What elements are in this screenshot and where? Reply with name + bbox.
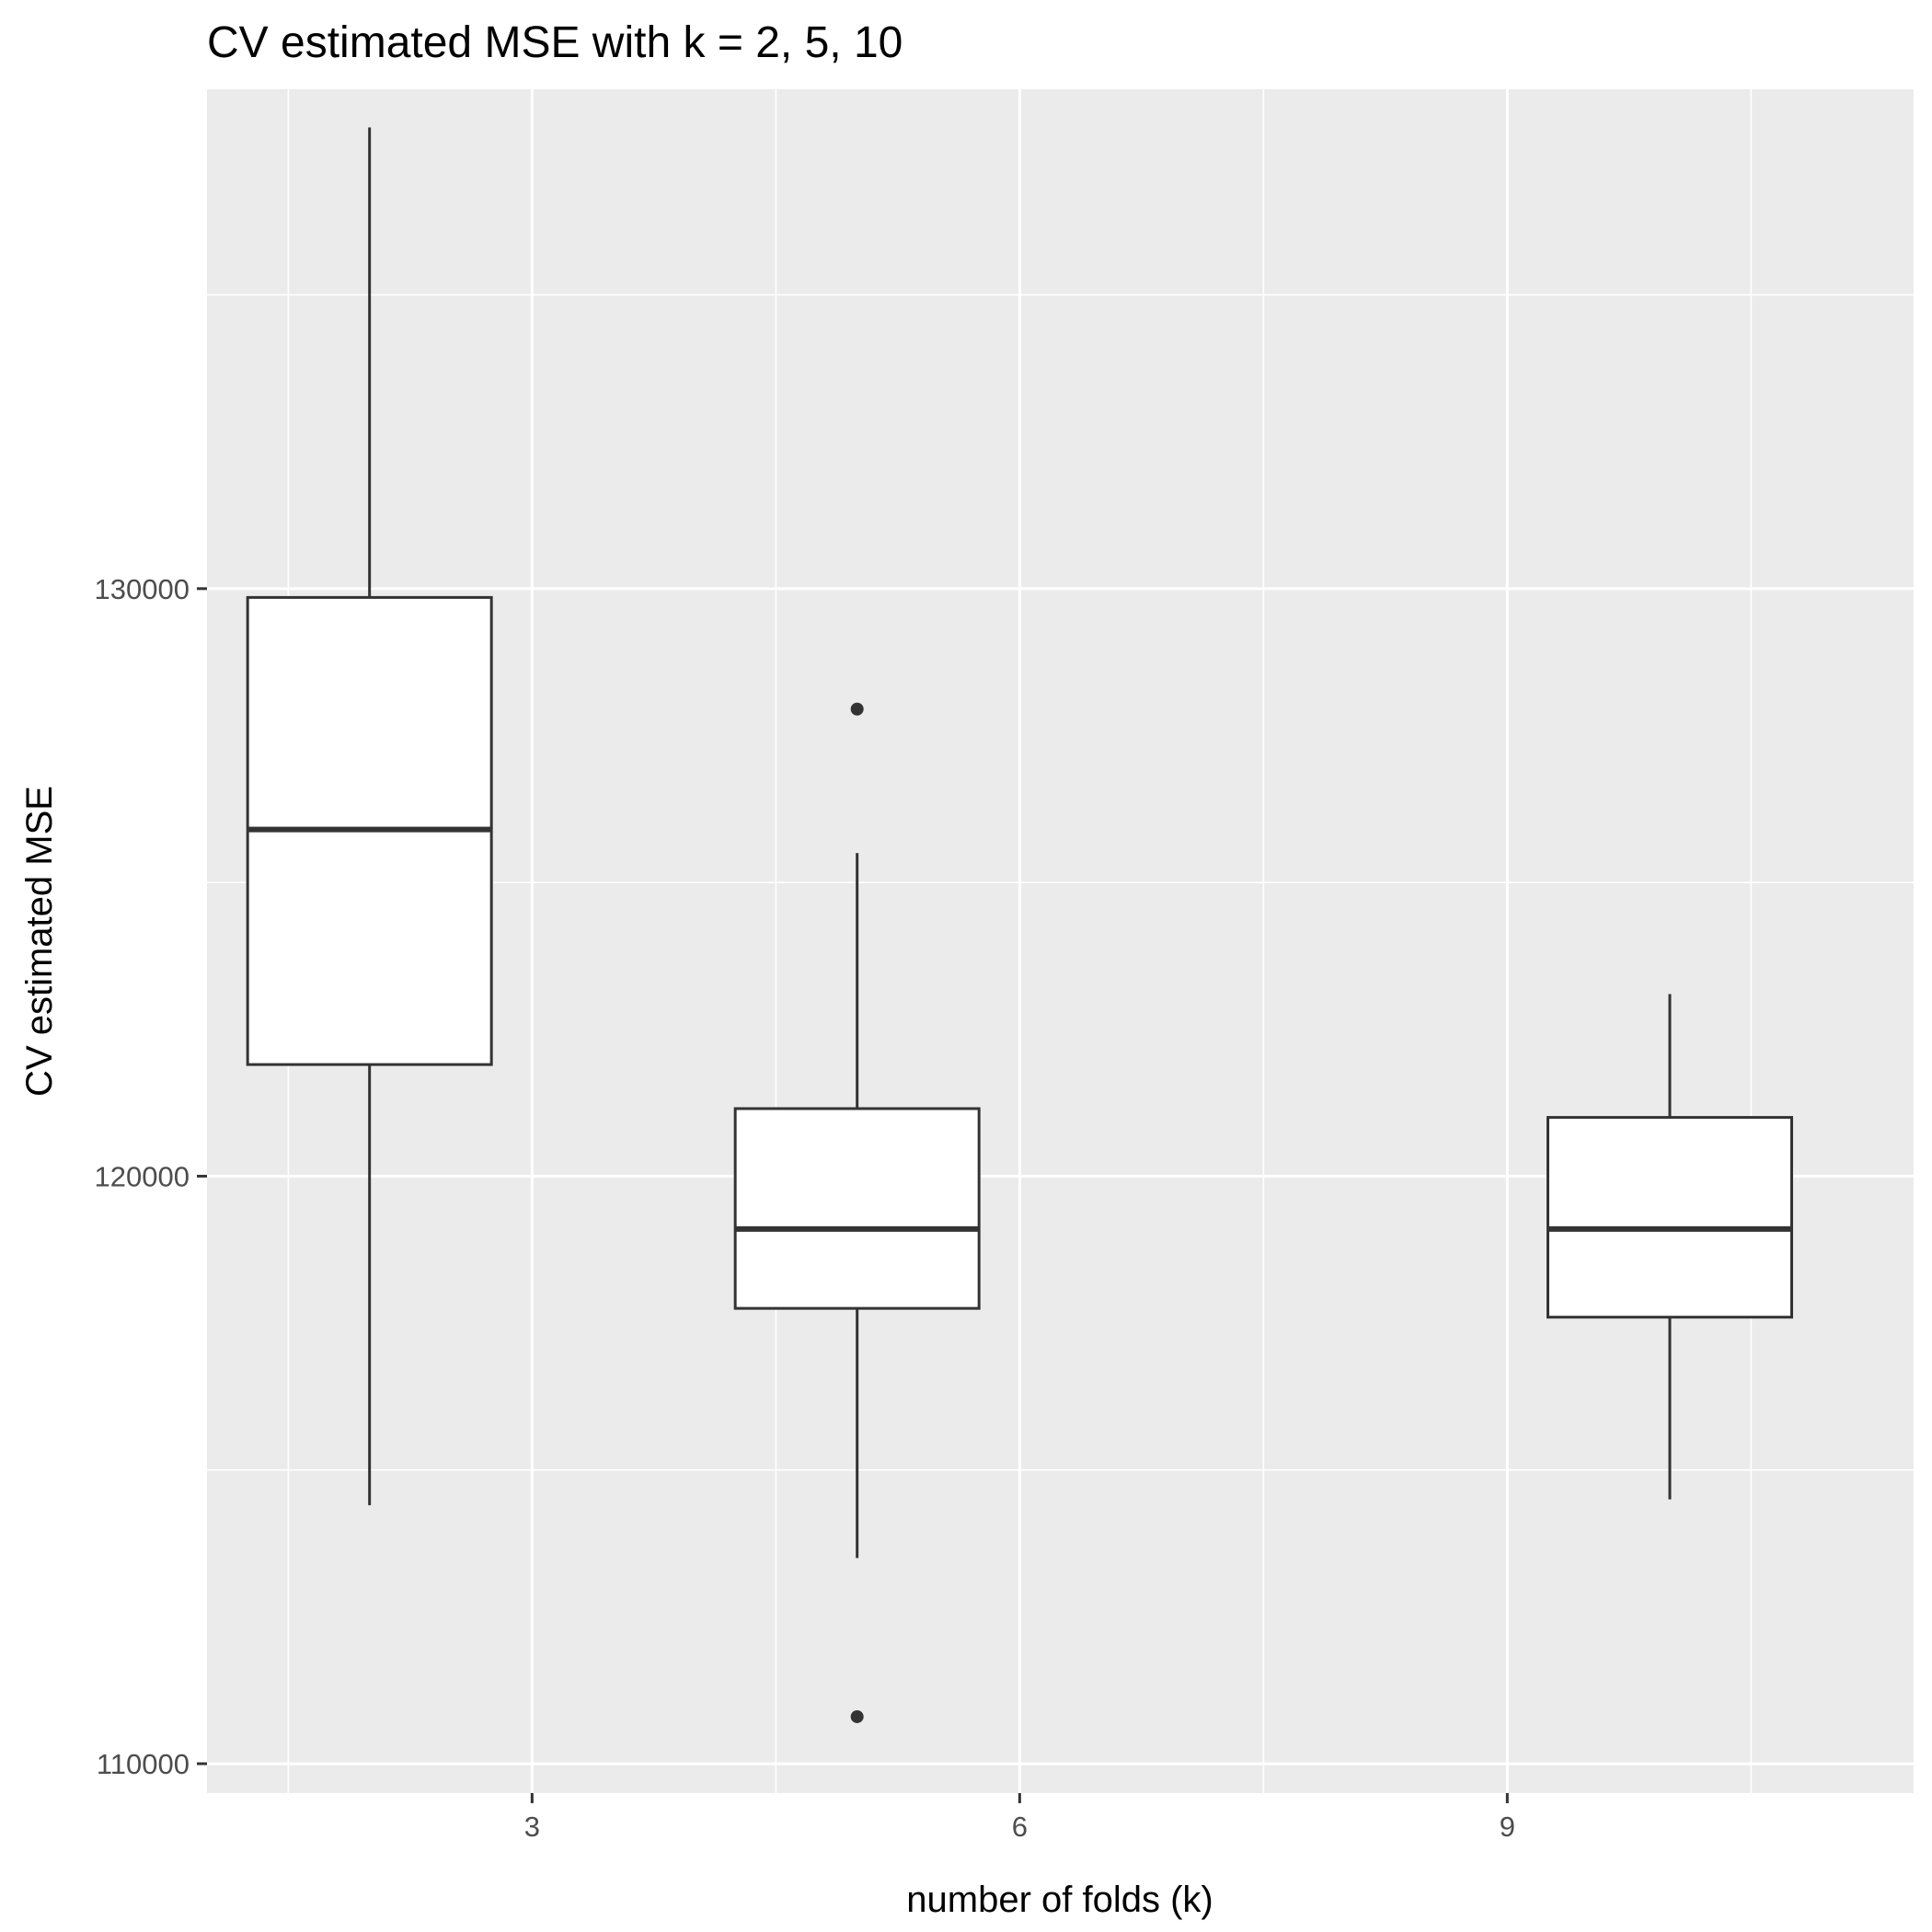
x-tick-label: 9 (1500, 1811, 1515, 1843)
boxplot-k-5 (733, 702, 981, 1723)
box-iqr (733, 1107, 981, 1310)
boxplot-k-2 (246, 127, 493, 1506)
outlier-point (850, 702, 864, 716)
x-axis: 3 6 9 (524, 1793, 1515, 1843)
y-tick-label: 130000 (95, 573, 190, 605)
y-axis-label: CV estimated MSE (19, 786, 60, 1097)
y-axis: 110000 120000 130000 (95, 573, 207, 1780)
x-axis-label: number of folds (k) (906, 1880, 1213, 1920)
x-tick-label: 3 (524, 1811, 540, 1843)
y-tick-label: 110000 (97, 1748, 190, 1780)
boxplot-k-10 (1547, 994, 1793, 1500)
minor-gridlines (207, 89, 1914, 1793)
x-tick-label: 6 (1012, 1811, 1028, 1843)
y-tick-label: 120000 (95, 1160, 190, 1192)
outlier-point (850, 1709, 864, 1723)
boxplots (246, 127, 1793, 1723)
chart-title: CV estimated MSE with k = 2, 5, 10 (207, 18, 903, 67)
box-iqr (1547, 1116, 1793, 1319)
